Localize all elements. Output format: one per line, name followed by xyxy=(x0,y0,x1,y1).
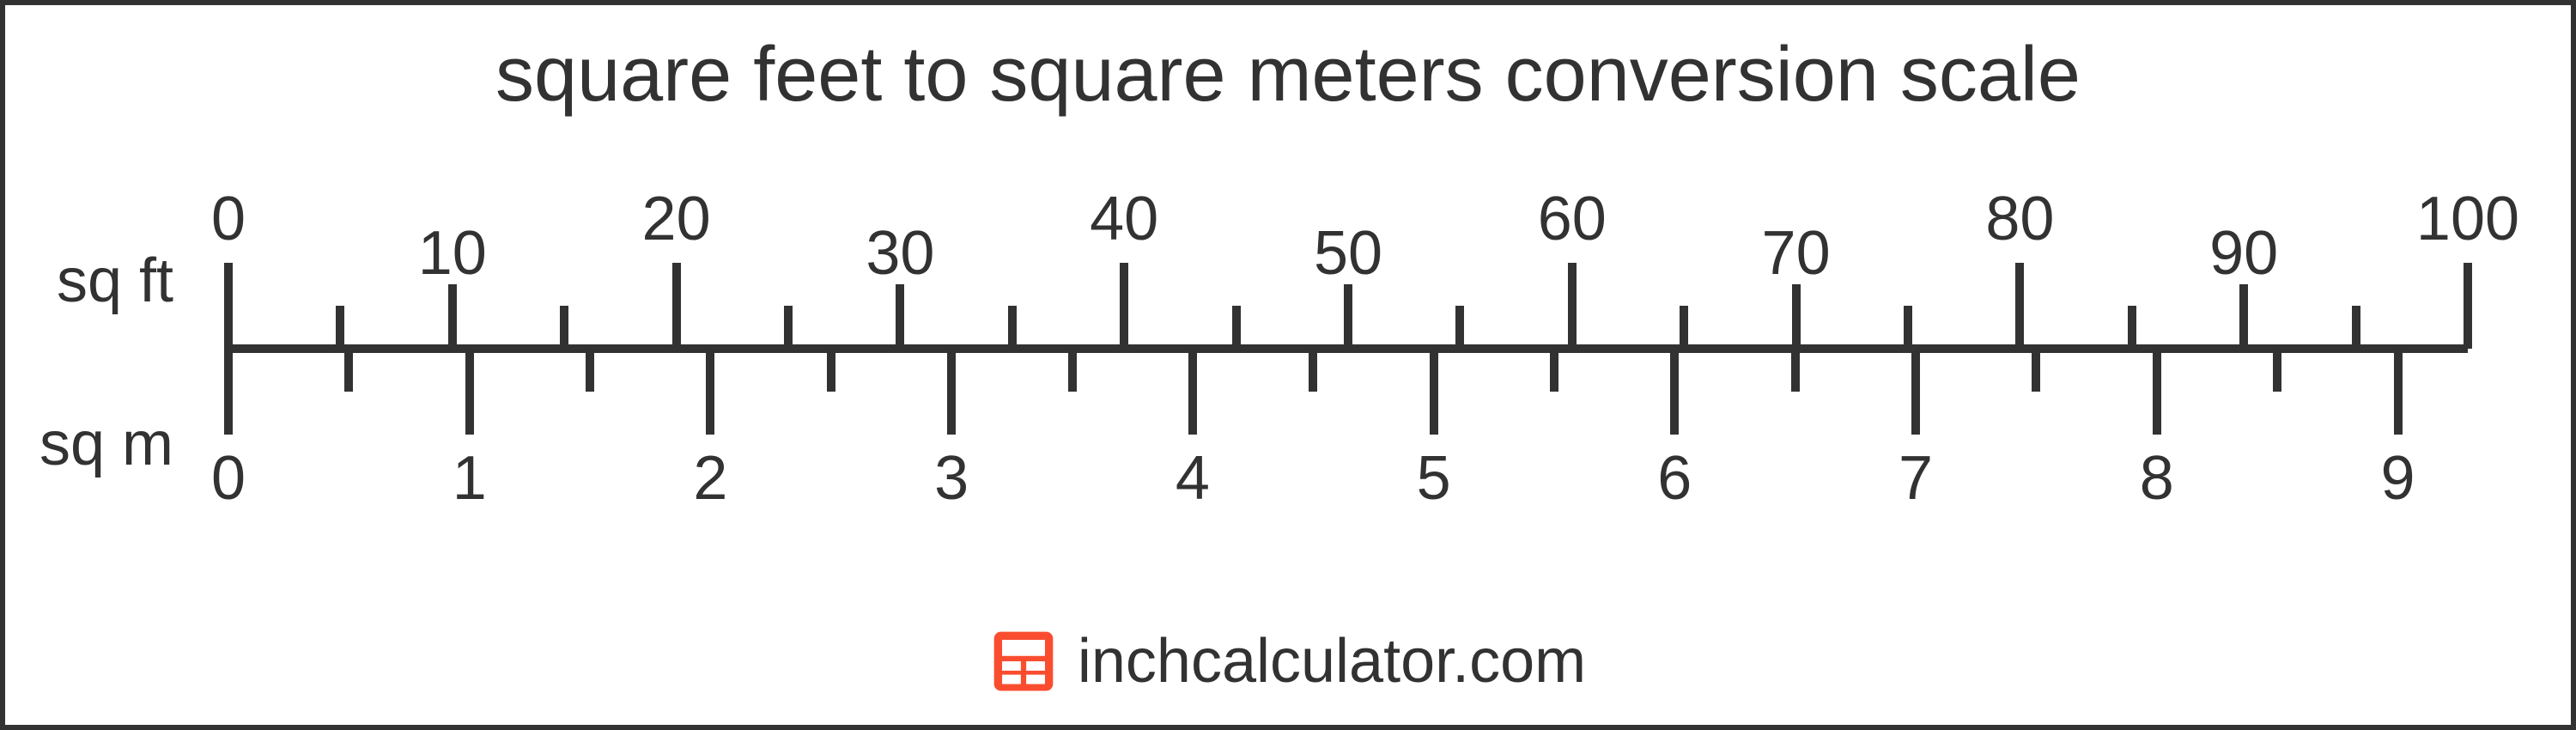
footer: inchcalculator.com xyxy=(5,626,2571,699)
bottom-tick xyxy=(1550,349,1558,392)
top-tick xyxy=(2239,284,2248,349)
top-tick-label: 50 xyxy=(1314,218,1382,289)
top-unit-label: sq ft xyxy=(57,246,173,316)
top-tick xyxy=(1680,306,1688,349)
bottom-tick xyxy=(465,349,474,435)
top-tick-label: 10 xyxy=(418,218,487,289)
calculator-icon xyxy=(990,628,1057,695)
top-tick xyxy=(1344,284,1352,349)
bottom-tick xyxy=(1670,349,1679,435)
bottom-tick xyxy=(2394,349,2403,435)
bottom-unit-label: sq m xyxy=(39,409,173,479)
bottom-tick-label: 3 xyxy=(934,443,969,514)
top-tick xyxy=(336,306,344,349)
bottom-tick xyxy=(1309,349,1317,392)
top-tick xyxy=(672,263,681,349)
bottom-tick xyxy=(2153,349,2161,435)
top-tick-label: 70 xyxy=(1762,218,1831,289)
bottom-tick xyxy=(1791,349,1800,392)
bottom-tick-label: 1 xyxy=(453,443,487,514)
bottom-tick-label: 0 xyxy=(211,443,246,514)
bottom-tick xyxy=(1188,349,1197,435)
top-tick xyxy=(1120,263,1128,349)
bottom-tick-label: 5 xyxy=(1417,443,1451,514)
bottom-tick-label: 2 xyxy=(693,443,727,514)
top-tick-label: 100 xyxy=(2416,184,2519,254)
bottom-tick xyxy=(947,349,956,435)
top-tick xyxy=(224,263,233,349)
bottom-tick-label: 9 xyxy=(2380,443,2415,514)
top-tick xyxy=(1232,306,1241,349)
top-tick xyxy=(1008,306,1017,349)
top-tick xyxy=(1792,284,1801,349)
bottom-tick xyxy=(1911,349,1920,435)
top-tick-label: 60 xyxy=(1538,184,1607,254)
bottom-tick xyxy=(224,349,233,435)
bottom-tick-label: 6 xyxy=(1657,443,1692,514)
bottom-tick xyxy=(586,349,594,392)
top-tick xyxy=(2352,306,2360,349)
bottom-tick xyxy=(706,349,714,435)
top-tick xyxy=(784,306,793,349)
bottom-tick xyxy=(2273,349,2281,392)
top-tick xyxy=(2464,263,2472,349)
bottom-tick xyxy=(1068,349,1077,392)
top-tick-label: 40 xyxy=(1090,184,1158,254)
top-tick-label: 90 xyxy=(2209,218,2278,289)
top-tick xyxy=(1455,306,1464,349)
bottom-tick xyxy=(827,349,835,392)
top-tick-label: 20 xyxy=(642,184,711,254)
top-tick-label: 30 xyxy=(866,218,934,289)
top-tick xyxy=(896,284,904,349)
top-tick xyxy=(2128,306,2136,349)
top-tick xyxy=(560,306,568,349)
chart-title: square feet to square meters conversion … xyxy=(5,31,2571,119)
top-tick xyxy=(1904,306,1912,349)
footer-text: inchcalculator.com xyxy=(1078,626,1586,697)
bottom-tick xyxy=(2032,349,2040,392)
top-tick xyxy=(2015,263,2024,349)
top-tick xyxy=(448,284,457,349)
bottom-tick xyxy=(344,349,353,392)
top-tick-label: 80 xyxy=(1985,184,2054,254)
bottom-tick-label: 8 xyxy=(2140,443,2174,514)
top-tick-label: 0 xyxy=(211,184,246,254)
top-tick xyxy=(1568,263,1577,349)
bottom-tick xyxy=(1430,349,1438,435)
conversion-scale-frame: square feet to square meters conversion … xyxy=(0,0,2576,730)
bottom-tick-label: 7 xyxy=(1899,443,1933,514)
bottom-tick-label: 4 xyxy=(1176,443,1210,514)
